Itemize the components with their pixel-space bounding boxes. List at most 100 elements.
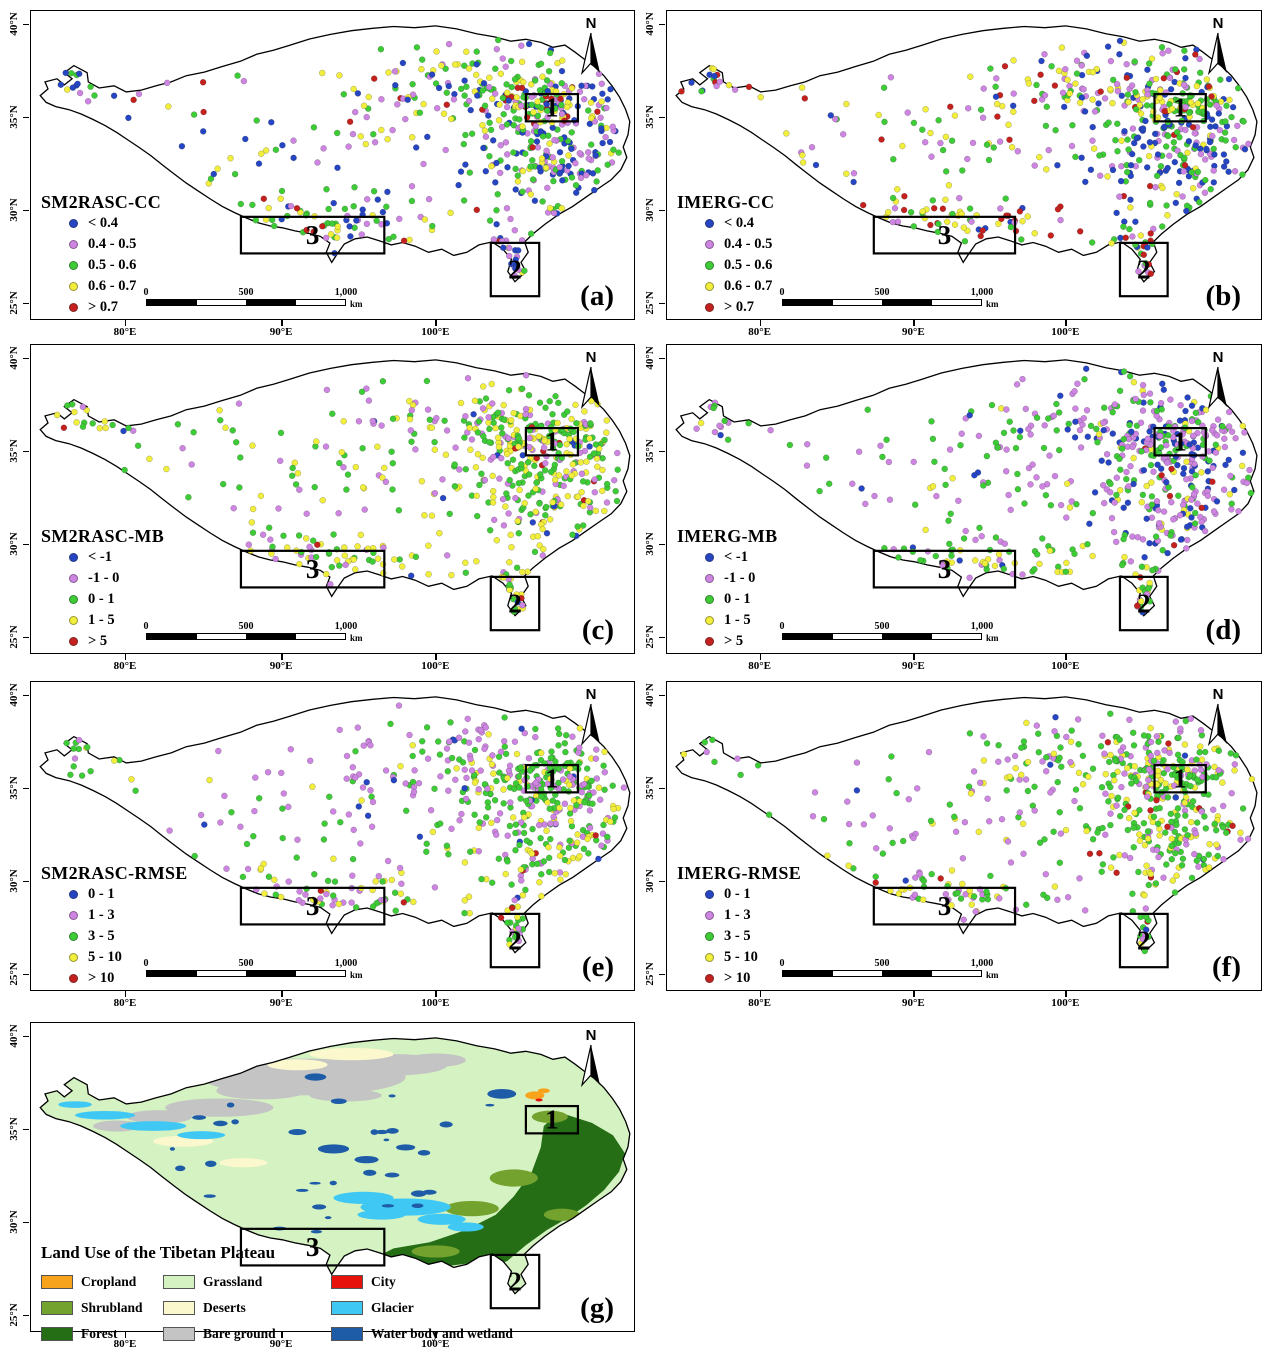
scatter-dots: [63, 702, 628, 948]
scatter-dot: [568, 472, 576, 479]
scatter-dot: [464, 374, 472, 382]
scatter-dot: [499, 94, 507, 102]
scatter-dot: [995, 551, 1003, 558]
scatter-dot: [917, 556, 924, 564]
scatter-dot: [504, 858, 511, 865]
scatter-dot: [812, 161, 820, 169]
lake-patch: [317, 1144, 350, 1154]
scatter-dot: [353, 217, 360, 224]
scatter-dot: [1174, 805, 1182, 812]
map-canvas: 123: [675, 25, 1258, 298]
y-tick-mark: [23, 450, 29, 453]
scatter-dot: [1174, 812, 1181, 819]
legend-dot-icon: [705, 974, 714, 983]
scatter-dot: [428, 71, 436, 78]
scatter-dot: [506, 941, 513, 948]
scatter-dot: [297, 209, 304, 216]
scatter-dot: [1142, 117, 1149, 125]
scatter-dot: [323, 386, 331, 394]
scatter-dot: [1141, 891, 1148, 899]
scatter-dot: [947, 510, 954, 518]
x-tick-label: 80°E: [113, 326, 137, 338]
scatter-dot: [1147, 399, 1154, 406]
scatter-dot: [441, 417, 448, 425]
scatter-dot: [1113, 474, 1121, 481]
scatter-dot: [1003, 446, 1010, 453]
scatter-dot: [1243, 479, 1251, 487]
y-tick-label: 25°N: [644, 291, 656, 315]
scatter-dot: [336, 459, 343, 467]
scatter-dot: [1152, 533, 1160, 540]
scatter-dot: [927, 817, 935, 825]
scatter-dot: [217, 416, 224, 424]
scatter-dot: [886, 825, 894, 832]
scatter-dot: [343, 752, 351, 760]
scatter-dot: [1185, 137, 1193, 145]
scatter-dot: [429, 222, 436, 230]
scatter-dot: [1072, 153, 1079, 161]
legend-item: < 0.4: [69, 213, 161, 234]
scatter-dot: [1019, 571, 1026, 578]
scatter-dot: [1081, 907, 1089, 914]
panel-label: (g): [580, 1292, 614, 1324]
scatter-dot: [913, 785, 921, 792]
bare-ground-patch: [165, 1098, 274, 1117]
scatter-dot: [1198, 518, 1205, 526]
scatter-dot: [465, 97, 473, 105]
scatter-dot: [474, 429, 482, 436]
scatter-dot: [576, 744, 583, 752]
scale-bar-unit: km: [350, 299, 363, 309]
scatter-dot: [1109, 166, 1117, 174]
scatter-dot: [496, 810, 504, 817]
scatter-dot: [462, 465, 470, 473]
scatter-dot: [1219, 824, 1227, 831]
scatter-dot: [1147, 738, 1155, 746]
scatter-dot: [1064, 76, 1071, 84]
scatter-dot: [1195, 863, 1202, 870]
desert-patch: [219, 1158, 268, 1168]
scatter-dot: [574, 493, 582, 500]
scatter-dot: [504, 774, 511, 782]
scatter-dot: [1014, 470, 1021, 478]
scatter-dot: [326, 793, 333, 801]
scatter-dot: [604, 833, 611, 841]
scatter-dot: [1223, 158, 1230, 165]
scatter-dot: [510, 121, 518, 129]
scatter-dot: [1116, 736, 1123, 744]
scatter-dot: [1139, 491, 1147, 499]
scatter-dot: [1089, 68, 1097, 76]
scatter-dot: [519, 123, 526, 130]
scatter-dot: [1041, 836, 1048, 843]
scatter-dot: [1160, 874, 1167, 881]
scatter-dot: [514, 913, 521, 921]
scatter-dot: [1140, 143, 1147, 150]
scatter-dot: [942, 196, 949, 204]
scatter-dot: [1165, 740, 1172, 747]
scatter-dot: [1106, 488, 1114, 496]
scatter-dot: [521, 267, 528, 274]
legend-item-label: < 0.4: [724, 215, 755, 231]
lake-patch: [381, 1204, 395, 1208]
scatter-dot: [603, 480, 611, 488]
x-tick-label: 80°E: [748, 326, 771, 338]
scatter-dot: [1164, 132, 1172, 140]
scatter-dot: [489, 472, 496, 480]
scatter-dot: [215, 747, 222, 755]
scatter-dot: [503, 89, 511, 96]
scatter-dot: [717, 431, 724, 439]
scatter-dot: [1089, 509, 1097, 517]
scatter-dot: [1183, 545, 1190, 552]
scatter-dot: [595, 445, 603, 452]
scatter-dot: [568, 174, 576, 181]
scatter-dot: [1138, 448, 1145, 455]
scatter-dot: [261, 890, 268, 897]
x-tick-label: 80°E: [748, 997, 771, 1009]
scatter-dot: [519, 601, 526, 609]
scatter-dot: [190, 111, 198, 118]
scatter-dot: [937, 875, 944, 882]
scatter-dot: [516, 116, 523, 123]
scale-bar-unit: km: [986, 299, 999, 309]
scatter-dot: [63, 86, 71, 93]
region-box: [1118, 575, 1169, 632]
